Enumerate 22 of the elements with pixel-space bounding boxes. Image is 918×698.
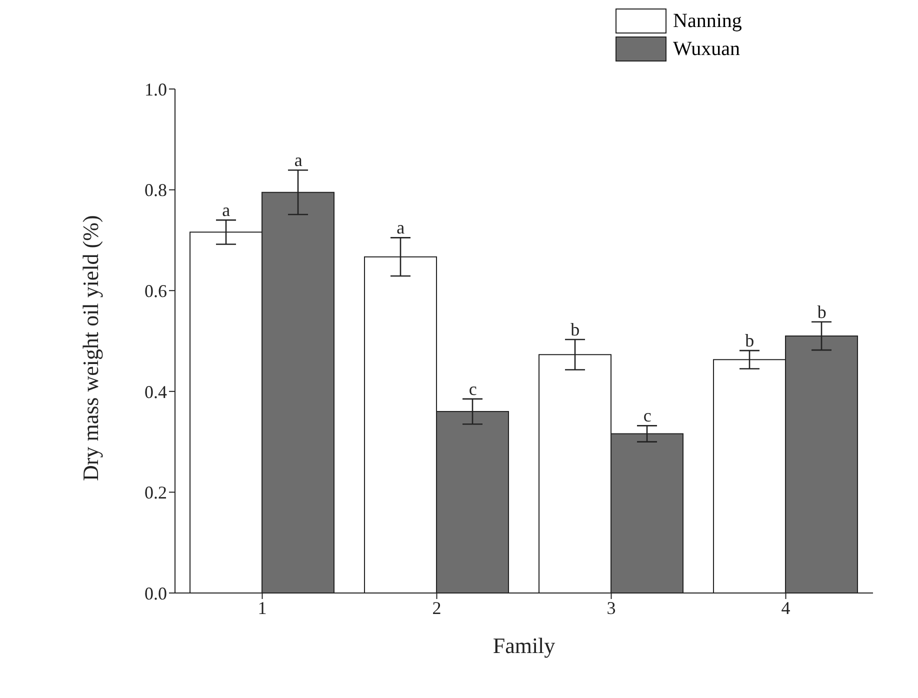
annotation: c <box>468 378 477 399</box>
legend-label: Wuxuan <box>673 38 740 60</box>
x-tick-label: 2 <box>432 598 442 618</box>
y-tick-label: 0.0 <box>144 583 167 604</box>
y-tick-label: 1.0 <box>144 79 167 100</box>
annotation: b <box>817 302 826 322</box>
y-tick-label: 0.4 <box>144 382 167 402</box>
x-axis-title: Family <box>492 633 556 658</box>
annotation: b <box>745 330 754 351</box>
y-tick-label: 0.8 <box>144 180 167 200</box>
x-tick-label: 1 <box>258 598 267 618</box>
annotation: a <box>222 200 230 220</box>
annotation: b <box>570 319 580 340</box>
y-axis-title: Dry mass weight oil yield (%) <box>78 215 103 481</box>
annotation: a <box>294 150 302 170</box>
y-tick-label: 0.6 <box>144 280 167 301</box>
y-tick-label: 0.2 <box>144 482 167 503</box>
annotation: a <box>396 218 405 238</box>
legend-label: Nanning <box>673 10 742 32</box>
x-tick-label: 4 <box>781 598 790 618</box>
x-tick-label: 3 <box>606 598 616 618</box>
annotation: c <box>643 406 652 426</box>
